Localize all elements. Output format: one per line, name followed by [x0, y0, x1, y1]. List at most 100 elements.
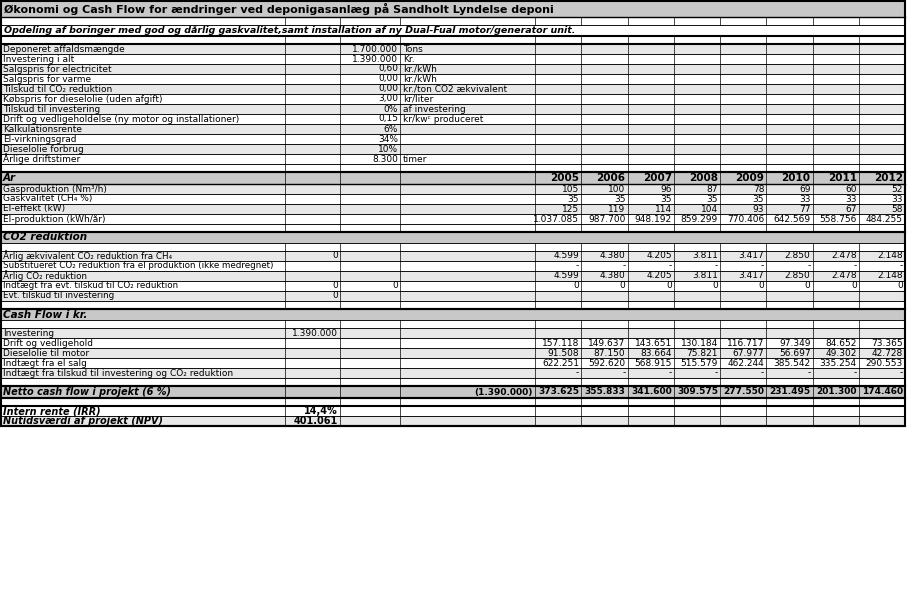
Text: 0: 0 [851, 281, 857, 290]
Bar [1, 36, 905, 44]
Text: Årlig ækvivalent CO₂ reduktion fra CH₄: Årlig ækvivalent CO₂ reduktion fra CH₄ [3, 251, 172, 261]
Text: 0: 0 [805, 281, 811, 290]
Bar [1, 261, 905, 271]
Text: 49.302: 49.302 [825, 349, 857, 358]
Text: 33: 33 [799, 195, 811, 204]
Bar [1, 54, 905, 64]
Text: Evt. tilskud til investering: Evt. tilskud til investering [3, 291, 114, 300]
Text: 515.579: 515.579 [680, 359, 718, 368]
Text: 0%: 0% [384, 104, 398, 113]
Text: Kr.: Kr. [403, 54, 414, 64]
Text: 290.553: 290.553 [866, 359, 903, 368]
Text: Nutidsværdi af projekt (NPV): Nutidsværdi af projekt (NPV) [3, 416, 163, 426]
Text: 0,15: 0,15 [378, 114, 398, 123]
Text: 2.478: 2.478 [831, 251, 857, 261]
Text: Deponeret affaldsmængde: Deponeret affaldsmængde [3, 44, 125, 54]
Text: 96: 96 [660, 185, 672, 194]
Text: Tilskud til CO₂ reduktion: Tilskud til CO₂ reduktion [3, 84, 112, 93]
Text: Indtægt fra evt. tilskud til CO₂ reduktion: Indtægt fra evt. tilskud til CO₂ redukti… [3, 281, 178, 290]
Text: 0: 0 [758, 281, 765, 290]
Text: Netto cash flow i projekt (6 %): Netto cash flow i projekt (6 %) [3, 387, 171, 397]
Text: 2.148: 2.148 [877, 271, 903, 280]
Bar [1, 281, 905, 291]
Text: -: - [807, 261, 811, 270]
Text: 35: 35 [568, 195, 580, 204]
Text: 2.850: 2.850 [785, 271, 811, 280]
Text: 33: 33 [892, 195, 903, 204]
Text: Dieselolie forbrug: Dieselolie forbrug [3, 145, 83, 153]
Text: 97.349: 97.349 [779, 339, 811, 348]
Text: 91.508: 91.508 [548, 349, 580, 358]
Text: 4.599: 4.599 [553, 271, 580, 280]
Text: 78: 78 [753, 185, 765, 194]
Bar [1, 271, 905, 281]
Text: Salgspris for varme: Salgspris for varme [3, 74, 91, 84]
Text: kr/liter: kr/liter [403, 94, 434, 103]
Text: 69: 69 [799, 185, 811, 194]
Bar [1, 204, 905, 214]
Bar [1, 251, 905, 261]
Text: El-produktion (kWh/år): El-produktion (kWh/år) [3, 214, 105, 224]
Text: Årlig CO₂ reduktion: Årlig CO₂ reduktion [3, 271, 87, 281]
Text: 3.417: 3.417 [738, 251, 765, 261]
Bar [1, 232, 905, 243]
Text: 8.300: 8.300 [372, 155, 398, 163]
Bar [1, 94, 905, 104]
Text: 462.244: 462.244 [727, 359, 765, 368]
Text: 309.575: 309.575 [677, 388, 718, 396]
Text: Salgspris for electricitet: Salgspris for electricitet [3, 64, 112, 74]
Text: Drift og vedligeholdelse (ny motor og installationer): Drift og vedligeholdelse (ny motor og in… [3, 114, 239, 123]
Text: 341.600: 341.600 [631, 388, 672, 396]
Text: 35: 35 [707, 195, 718, 204]
Bar [1, 154, 905, 164]
Text: Investering i alt: Investering i alt [3, 54, 74, 64]
Text: 149.637: 149.637 [589, 339, 626, 348]
Text: Økonomi og Cash Flow for ændringer ved deponigasanlæg på Sandholt Lyndelse depon: Økonomi og Cash Flow for ændringer ved d… [4, 3, 554, 15]
Bar [1, 64, 905, 74]
Text: 2.148: 2.148 [877, 251, 903, 261]
Text: timer: timer [403, 155, 427, 163]
Bar [1, 1, 905, 426]
Text: 2010: 2010 [782, 173, 811, 183]
Text: 335.254: 335.254 [820, 359, 857, 368]
Text: 770.406: 770.406 [727, 215, 765, 224]
Text: -: - [668, 261, 672, 270]
Bar [1, 144, 905, 154]
Text: 2011: 2011 [828, 173, 857, 183]
Text: 355.833: 355.833 [585, 388, 626, 396]
Text: 385.542: 385.542 [774, 359, 811, 368]
Text: 6%: 6% [384, 124, 398, 133]
Text: Indtægt fra tilskud til investering og CO₂ reduktion: Indtægt fra tilskud til investering og C… [3, 369, 233, 378]
Text: 119: 119 [609, 205, 626, 214]
Text: Gaskvalitet (CH₄ %): Gaskvalitet (CH₄ %) [3, 195, 93, 204]
Text: Dieselolie til motor: Dieselolie til motor [3, 349, 89, 358]
Text: 1.390.000: 1.390.000 [292, 329, 338, 337]
Bar [1, 348, 905, 358]
Text: 14,4%: 14,4% [304, 406, 338, 416]
Text: Intern rente (IRR): Intern rente (IRR) [3, 406, 101, 416]
Text: 948.192: 948.192 [635, 215, 672, 224]
Text: 0: 0 [332, 281, 338, 290]
Text: 104: 104 [701, 205, 718, 214]
Bar [1, 309, 905, 320]
Bar [1, 358, 905, 368]
Text: CO2 reduktion: CO2 reduktion [3, 232, 87, 242]
Text: 157.118: 157.118 [541, 339, 580, 348]
Text: -: - [761, 261, 765, 270]
Text: 4.205: 4.205 [646, 251, 672, 261]
Text: 0,60: 0,60 [378, 64, 398, 74]
Text: 1.700.000: 1.700.000 [352, 44, 398, 54]
Text: 87.150: 87.150 [594, 349, 626, 358]
Text: -: - [715, 261, 718, 270]
Text: 143.651: 143.651 [635, 339, 672, 348]
Text: 2.850: 2.850 [785, 251, 811, 261]
Text: 0: 0 [666, 281, 672, 290]
Text: 105: 105 [562, 185, 580, 194]
Text: Købspris for dieselolie (uden afgift): Købspris for dieselolie (uden afgift) [3, 94, 162, 103]
Text: 568.915: 568.915 [634, 359, 672, 368]
Text: 60: 60 [845, 185, 857, 194]
Text: 642.569: 642.569 [774, 215, 811, 224]
Text: af investering: af investering [403, 104, 466, 113]
Text: 114: 114 [655, 205, 672, 214]
Text: -: - [900, 369, 903, 378]
